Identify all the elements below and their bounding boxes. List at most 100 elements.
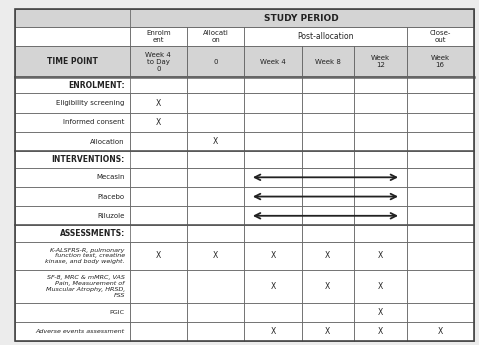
- Bar: [15, 206, 130, 225]
- Bar: [130, 151, 187, 168]
- Text: Week 4: Week 4: [260, 59, 286, 65]
- Bar: [302, 322, 354, 341]
- Bar: [130, 322, 187, 341]
- Text: TIME POINT: TIME POINT: [47, 57, 98, 66]
- Bar: [15, 187, 130, 206]
- Bar: [354, 206, 407, 225]
- Bar: [15, 242, 130, 270]
- Text: X: X: [325, 252, 331, 260]
- Bar: [187, 187, 244, 206]
- Text: Informed consent: Informed consent: [64, 119, 125, 125]
- Bar: [15, 322, 130, 341]
- Bar: [244, 206, 302, 225]
- Bar: [407, 27, 474, 46]
- Bar: [302, 225, 354, 242]
- Bar: [302, 187, 354, 206]
- Bar: [354, 46, 407, 77]
- Bar: [354, 187, 407, 206]
- Bar: [354, 151, 407, 168]
- Bar: [15, 46, 130, 77]
- Bar: [407, 93, 474, 113]
- Bar: [15, 270, 130, 303]
- Bar: [244, 168, 302, 187]
- Bar: [302, 93, 354, 113]
- Bar: [187, 270, 244, 303]
- Text: PGIC: PGIC: [110, 310, 125, 315]
- Bar: [407, 187, 474, 206]
- Text: Week 4
to Day
0: Week 4 to Day 0: [146, 51, 171, 71]
- Bar: [244, 132, 302, 151]
- Text: Enrolm
ent: Enrolm ent: [146, 30, 171, 43]
- Text: X: X: [378, 252, 383, 260]
- Bar: [187, 151, 244, 168]
- Bar: [187, 77, 244, 93]
- Bar: [302, 46, 354, 77]
- Bar: [187, 46, 244, 77]
- Bar: [407, 242, 474, 270]
- Text: X: X: [213, 252, 218, 260]
- Bar: [302, 113, 354, 132]
- Bar: [244, 113, 302, 132]
- Text: Eligibility screening: Eligibility screening: [57, 100, 125, 106]
- Bar: [302, 132, 354, 151]
- Text: Week 8: Week 8: [315, 59, 341, 65]
- Text: X: X: [437, 327, 443, 336]
- Bar: [407, 270, 474, 303]
- Bar: [302, 242, 354, 270]
- Text: X: X: [378, 282, 383, 291]
- Bar: [244, 303, 302, 322]
- Bar: [187, 27, 244, 46]
- Text: Adverse events assessment: Adverse events assessment: [36, 329, 125, 334]
- Bar: [130, 225, 187, 242]
- Text: X: X: [325, 327, 331, 336]
- Bar: [354, 322, 407, 341]
- Text: ASSESSMENTS:: ASSESSMENTS:: [59, 229, 125, 238]
- Bar: [130, 242, 187, 270]
- Bar: [407, 168, 474, 187]
- Bar: [302, 270, 354, 303]
- Bar: [302, 206, 354, 225]
- Bar: [407, 303, 474, 322]
- Bar: [130, 77, 187, 93]
- Bar: [15, 113, 130, 132]
- Text: K-ALSFRS-R, pulmonary
function test, creatine
kinase, and body weight.: K-ALSFRS-R, pulmonary function test, cre…: [46, 248, 125, 264]
- Bar: [302, 151, 354, 168]
- Bar: [244, 151, 302, 168]
- Bar: [354, 93, 407, 113]
- Bar: [15, 303, 130, 322]
- Bar: [407, 113, 474, 132]
- Bar: [130, 168, 187, 187]
- Text: X: X: [213, 137, 218, 146]
- Bar: [15, 9, 474, 27]
- Text: Placebo: Placebo: [98, 194, 125, 199]
- Text: Week
16: Week 16: [431, 55, 450, 68]
- Bar: [15, 93, 130, 113]
- Text: X: X: [325, 282, 331, 291]
- Text: Post-allocation: Post-allocation: [297, 32, 354, 41]
- Text: Allocati
on: Allocati on: [203, 30, 228, 43]
- Text: X: X: [378, 327, 383, 336]
- Text: 0: 0: [213, 59, 218, 65]
- Bar: [187, 113, 244, 132]
- Bar: [187, 322, 244, 341]
- Bar: [407, 322, 474, 341]
- Bar: [244, 93, 302, 113]
- Bar: [130, 46, 187, 77]
- Bar: [407, 77, 474, 93]
- Bar: [15, 77, 474, 93]
- Bar: [130, 113, 187, 132]
- Bar: [15, 168, 130, 187]
- Text: Riluzole: Riluzole: [98, 213, 125, 219]
- Bar: [244, 242, 302, 270]
- Bar: [187, 206, 244, 225]
- Bar: [187, 303, 244, 322]
- Bar: [130, 303, 187, 322]
- Text: Week
12: Week 12: [371, 55, 390, 68]
- Bar: [15, 27, 130, 46]
- Text: Close-
out: Close- out: [429, 30, 451, 43]
- Bar: [15, 225, 474, 242]
- Bar: [244, 77, 302, 93]
- Bar: [244, 187, 302, 206]
- Bar: [354, 303, 407, 322]
- Bar: [354, 132, 407, 151]
